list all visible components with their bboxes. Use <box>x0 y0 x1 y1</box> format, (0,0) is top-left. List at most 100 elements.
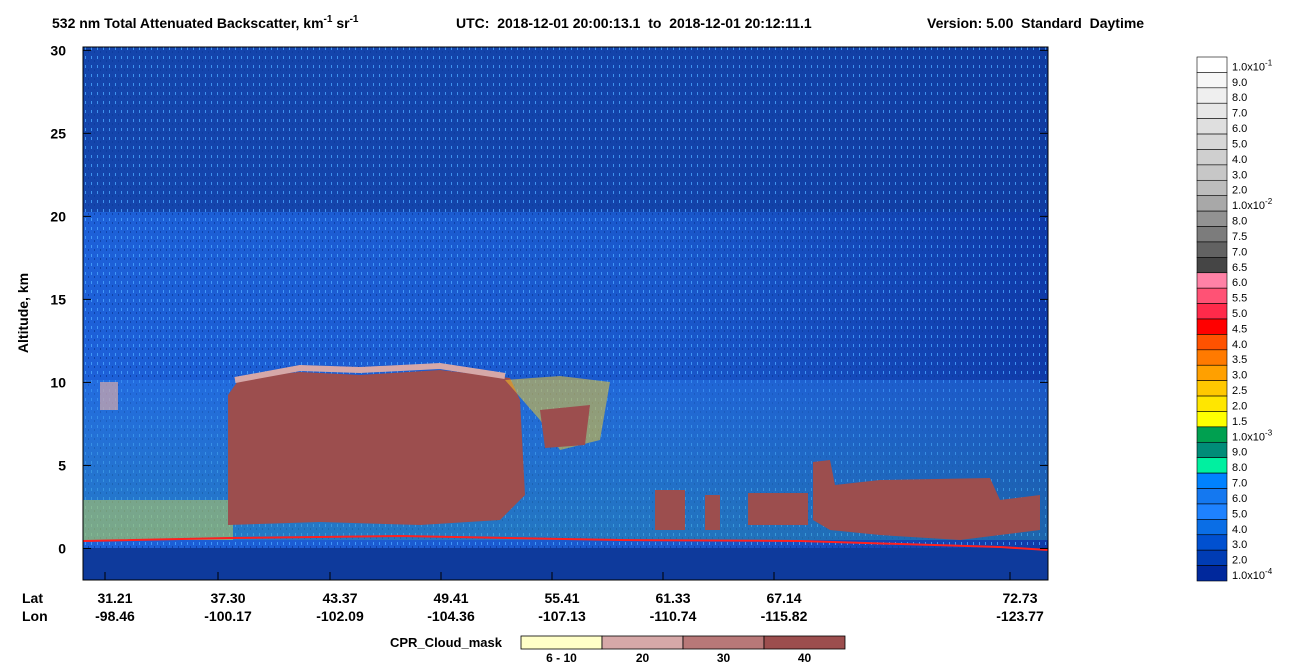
colorbar-swatch <box>1196 87 1228 104</box>
backscatter-image <box>82 47 1049 580</box>
colorbar-label-text: 8.0 <box>1232 462 1247 474</box>
cpr-swatch <box>763 635 846 650</box>
colorbar-swatch <box>1196 549 1228 566</box>
colorbar-swatch <box>1196 426 1228 443</box>
colorbar-label-text: 7.0 <box>1232 478 1247 490</box>
colorbar-label: 2.0 <box>1232 400 1247 412</box>
x-tick-label: -123.77 <box>996 608 1044 624</box>
y-tick-label: 25 <box>50 125 66 141</box>
y-tick-label: 10 <box>50 374 66 390</box>
colorbar-label: 6.0 <box>1232 277 1247 289</box>
y-tick-label: 15 <box>50 291 66 307</box>
colorbar-swatch <box>1196 272 1228 289</box>
colorbar-label: 7.5 <box>1232 231 1247 243</box>
colorbar-swatch <box>1196 318 1228 335</box>
colorbar-label-text: 5.0 <box>1232 508 1247 520</box>
colorbar-label: 3.0 <box>1232 169 1247 181</box>
colorbar-label: 1.5 <box>1232 416 1247 428</box>
x-tick-label: -100.17 <box>204 608 252 624</box>
colorbar-label-exp: -4 <box>1265 567 1273 576</box>
colorbar-label: 4.5 <box>1232 323 1247 335</box>
colorbar-swatch <box>1196 457 1228 474</box>
title-part: Version: 5.00 Standard Daytime <box>927 15 1144 31</box>
colorbar-label: 5.5 <box>1232 293 1247 305</box>
colorbar-label: 8.0 <box>1232 92 1247 104</box>
x-tick-label: 37.30 <box>210 590 245 606</box>
x-tick-label: 31.21 <box>97 590 132 606</box>
colorbar-label-text: 2.0 <box>1232 400 1247 412</box>
colorbar-label-text: 9.0 <box>1232 77 1247 89</box>
colorbar-label-text: 7.5 <box>1232 231 1247 243</box>
colorbar-swatch <box>1196 349 1228 366</box>
chart-title: 532 nm Total Attenuated Backscatter, km-… <box>52 14 1144 31</box>
colorbar-swatch <box>1196 72 1228 89</box>
colorbar-swatch <box>1196 303 1228 320</box>
x-tick-label: 55.41 <box>544 590 579 606</box>
cpr-swatch <box>682 635 765 650</box>
colorbar-swatch <box>1196 164 1228 181</box>
title-part: -1 <box>324 14 333 25</box>
x-tick-label: 67.14 <box>766 590 801 606</box>
lat-label: Lat <box>22 590 43 606</box>
colorbar-label-exp: -2 <box>1265 197 1273 206</box>
colorbar-swatch <box>1196 118 1228 135</box>
x-tick-label: -107.13 <box>538 608 586 624</box>
colorbar-label: 1.0x10-1 <box>1232 58 1273 73</box>
colorbar-swatch <box>1196 241 1228 258</box>
colorbar-label-exp: -1 <box>1265 58 1273 67</box>
colorbar-label: 4.0 <box>1232 154 1247 166</box>
colorbar-label-exp: -3 <box>1265 428 1273 437</box>
colorbar-label-text: 4.5 <box>1232 323 1247 335</box>
x-tick-label: 61.33 <box>655 590 690 606</box>
colorbar-swatch <box>1196 534 1228 551</box>
colorbar-label: 5.0 <box>1232 308 1247 320</box>
colorbar-swatch <box>1196 56 1228 73</box>
x-tick-label: -102.09 <box>316 608 364 624</box>
x-tick-label: -110.74 <box>650 608 697 624</box>
colorbar-label-text: 2.0 <box>1232 555 1247 567</box>
y-tick-label: 20 <box>50 208 66 224</box>
y-tick-label: 5 <box>58 457 66 473</box>
cpr-label: 40 <box>798 651 812 665</box>
colorbar-label-text: 1.0x10 <box>1232 200 1265 212</box>
colorbar-label: 2.0 <box>1232 185 1247 197</box>
colorbar-label-text: 6.0 <box>1232 277 1247 289</box>
colorbar-swatch <box>1196 488 1228 505</box>
colorbar-swatch <box>1196 395 1228 412</box>
title-part: UTC: 2018-12-01 20:00:13.1 to 2018-12-01… <box>456 15 812 31</box>
colorbar-swatch <box>1196 226 1228 243</box>
colorbar-label: 4.0 <box>1232 339 1247 351</box>
colorbar-swatch <box>1196 411 1228 428</box>
colorbar-label-text: 6.0 <box>1232 123 1247 135</box>
cpr-swatch <box>520 635 603 650</box>
cpr-label: 6 - 10 <box>546 651 577 665</box>
x-tick-label: -98.46 <box>95 608 135 624</box>
colorbar-label: 7.0 <box>1232 108 1247 120</box>
lon-label: Lon <box>22 608 48 624</box>
colorbar-label: 1.0x10-2 <box>1232 197 1273 212</box>
x-tick-label: 43.37 <box>322 590 357 606</box>
colorbar-label: 2.0 <box>1232 555 1247 567</box>
y-tick-label: 30 <box>50 42 66 58</box>
colorbar-swatch <box>1196 565 1228 582</box>
colorbar-label: 6.0 <box>1232 493 1247 505</box>
x-tick-label: 72.73 <box>1002 590 1037 606</box>
colorbar-swatch <box>1196 334 1228 351</box>
colorbar-label-text: 2.5 <box>1232 385 1247 397</box>
cpr-label: 30 <box>717 651 731 665</box>
colorbar-label: 1.0x10-4 <box>1232 567 1273 582</box>
colorbar-swatch <box>1196 179 1228 197</box>
colorbar-label: 3.0 <box>1232 370 1247 382</box>
colorbar-label: 6.5 <box>1232 262 1247 274</box>
title-part: sr <box>332 15 350 31</box>
colorbar-swatch <box>1196 287 1228 304</box>
colorbar-label-text: 4.0 <box>1232 154 1247 166</box>
x-tick-label: 49.41 <box>433 590 468 606</box>
colorbar-label: 4.0 <box>1232 524 1247 536</box>
colorbar-label: 7.0 <box>1232 246 1247 258</box>
colorbar-label-text: 6.5 <box>1232 262 1247 274</box>
colorbar-swatch <box>1196 210 1228 227</box>
colorbar-swatch <box>1196 503 1228 520</box>
colorbar-label-text: 9.0 <box>1232 447 1247 459</box>
colorbar-swatch <box>1196 364 1228 381</box>
